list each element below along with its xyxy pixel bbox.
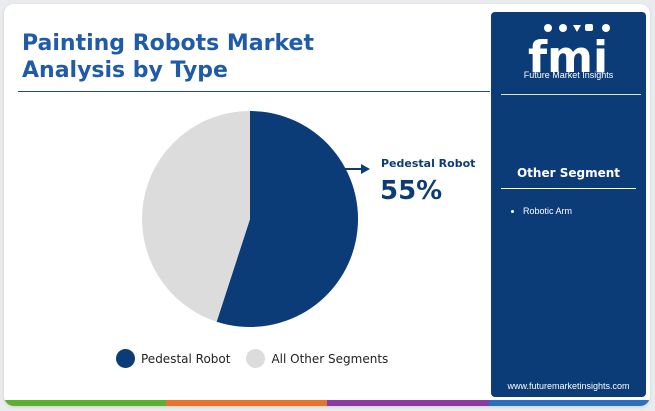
side-panel-heading: Other Segment bbox=[516, 166, 620, 180]
callout-arrow bbox=[342, 164, 370, 174]
bar-segment-orange bbox=[165, 400, 327, 406]
website-url[interactable]: www.futuremarketinsights.com bbox=[507, 381, 630, 391]
logo-text: fmi bbox=[528, 32, 608, 83]
segment-list-item: Robotic Arm bbox=[511, 206, 572, 216]
infographic-card: Painting Robots Market Analysis by Type … bbox=[4, 4, 650, 406]
title-divider bbox=[18, 91, 490, 92]
pie-slices bbox=[142, 111, 359, 327]
legend-label-pedestal-robot: Pedestal Robot bbox=[141, 351, 231, 366]
fmi-logo: fmi bbox=[528, 24, 610, 83]
legend-item-pedestal-robot: Pedestal Robot bbox=[116, 349, 230, 368]
legend-item-other-segments: All Other Segments bbox=[246, 349, 388, 368]
segment-label: Robotic Arm bbox=[523, 206, 573, 216]
segment-list: Robotic Arm bbox=[511, 206, 572, 216]
brand-divider bbox=[501, 94, 641, 95]
pie-chart bbox=[142, 111, 370, 327]
logo-icons bbox=[544, 24, 610, 32]
side-panel-rule bbox=[501, 188, 636, 189]
callout-label: Pedestal Robot bbox=[381, 157, 476, 170]
bullet-icon bbox=[511, 209, 514, 213]
brand-side-panel: fmi Future Market Insights Other Segment… bbox=[491, 12, 646, 397]
bar-segment-purple bbox=[327, 400, 489, 406]
bar-segment-green bbox=[4, 400, 166, 406]
brand-name: Future Market Insights bbox=[523, 70, 614, 80]
legend-swatch-other-segments bbox=[246, 349, 266, 368]
pie-slice-pedestal-robot bbox=[216, 111, 359, 327]
callout-value: 55% bbox=[380, 176, 443, 206]
bottom-color-bar bbox=[4, 400, 650, 406]
bar-segment-blue bbox=[488, 400, 650, 406]
pie-slice-all-other-segments bbox=[142, 111, 250, 322]
page-title: Painting Robots Market Analysis by Type bbox=[22, 30, 462, 84]
legend-label-other-segments: All Other Segments bbox=[271, 351, 389, 366]
title-line-1: Painting Robots Market bbox=[22, 31, 314, 56]
chart-legend: Pedestal Robot All Other Segments bbox=[116, 349, 404, 368]
title-line-2: Analysis by Type bbox=[22, 58, 228, 83]
legend-swatch-pedestal-robot bbox=[116, 349, 135, 368]
